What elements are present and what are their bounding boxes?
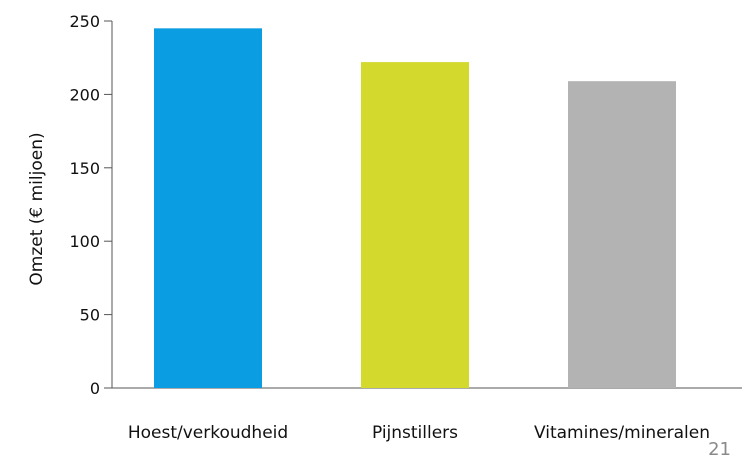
bars [154,28,676,389]
bar [568,81,676,389]
page-number: 21 [708,439,731,460]
y-tick-label: 50 [80,306,100,325]
y-tick-label: 150 [69,159,100,178]
y-tick-label: 250 [69,12,100,31]
x-category-label: Vitamines/mineralen [534,423,710,443]
y-tick-label: 100 [69,232,100,251]
x-category-label: Pijnstillers [372,423,458,443]
x-axis-labels: Hoest/verkoudheid Pijnstillers Vitamines/m… [128,423,710,443]
y-tick-label: 200 [69,85,100,104]
y-tick-label: 0 [90,379,100,398]
x-category-label: Hoest/verkoudheid [128,423,288,443]
bar [361,62,469,388]
y-axis-title: Omzet (€ miljoen) [27,132,47,285]
bar [154,28,262,389]
